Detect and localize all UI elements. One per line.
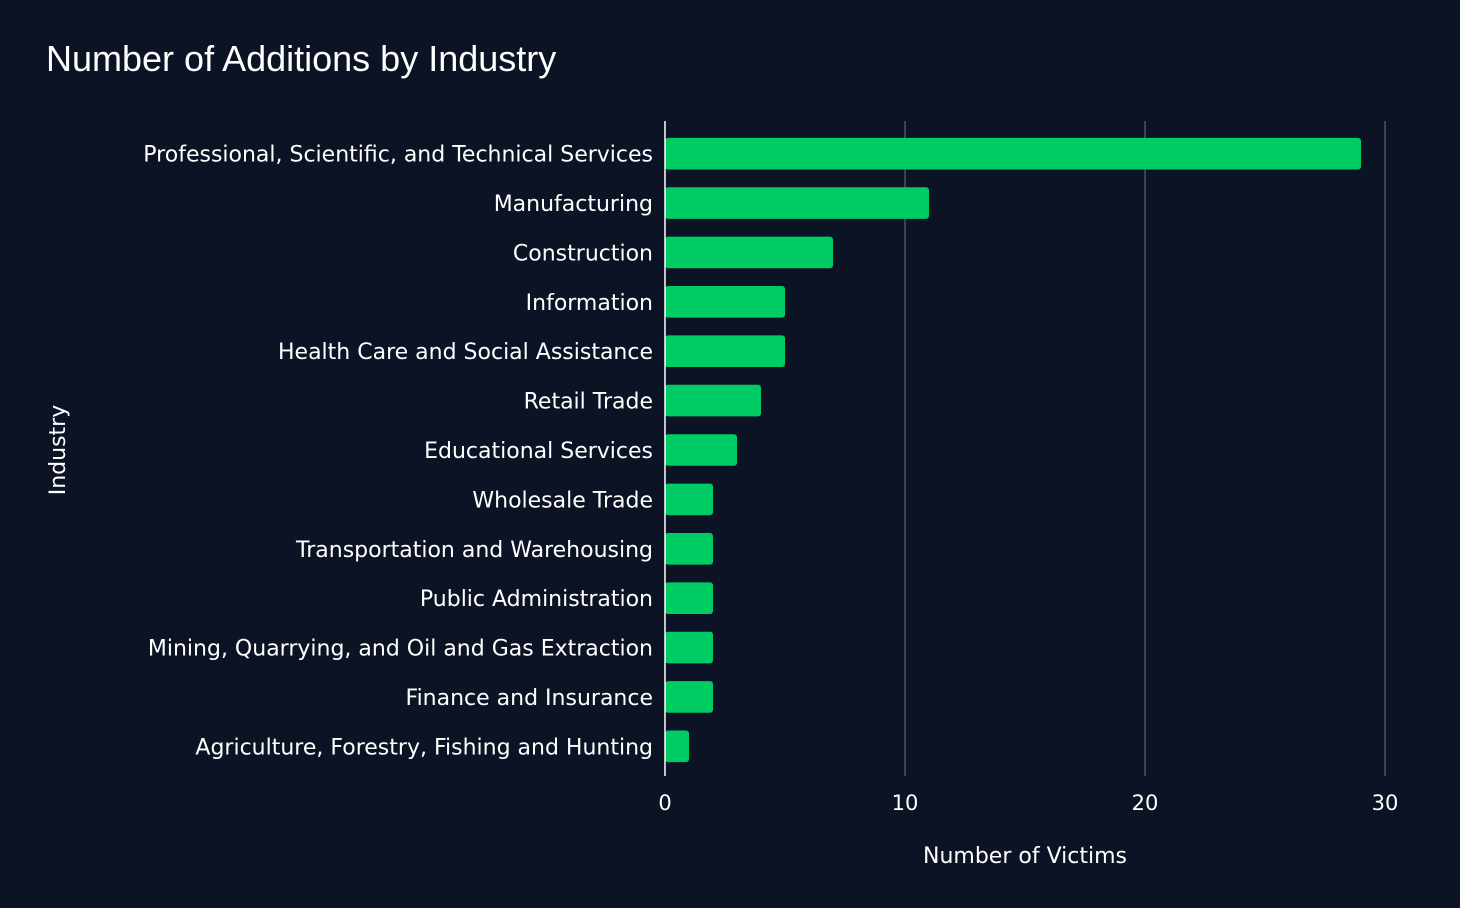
bar [665, 137, 1361, 170]
bar [665, 730, 689, 763]
x-tick-label: 20 [1132, 791, 1159, 815]
gridlines [904, 121, 1386, 776]
category-label: Educational Services [424, 439, 653, 464]
bar [665, 434, 737, 466]
category-label: Manufacturing [494, 192, 653, 217]
bar [665, 681, 713, 713]
bar [665, 532, 713, 565]
chart-title: Number of Additions by Industry [46, 38, 557, 79]
bar [665, 286, 785, 318]
category-labels: Professional, Scientific, and Technical … [143, 143, 653, 761]
category-label: Finance and Insurance [406, 686, 653, 711]
category-label: Agriculture, Forestry, Fishing and Hunti… [195, 735, 653, 760]
x-axis-title: Number of Victims [923, 844, 1127, 869]
category-label: Transportation and Warehousing [295, 538, 653, 563]
category-label: Professional, Scientific, and Technical … [143, 143, 653, 168]
bar [665, 582, 713, 614]
bar [665, 483, 713, 516]
x-tick-label: 30 [1372, 791, 1399, 815]
bar [665, 236, 833, 269]
bar [665, 187, 929, 219]
bar [665, 631, 713, 664]
category-label: Construction [513, 241, 653, 266]
x-tick-label: 0 [658, 791, 671, 815]
y-axis-title: Industry [46, 405, 71, 496]
category-label: Information [526, 291, 653, 316]
category-label: Mining, Quarrying, and Oil and Gas Extra… [148, 637, 653, 662]
category-label: Public Administration [420, 587, 653, 612]
category-label: Wholesale Trade [472, 488, 653, 513]
bar [665, 384, 761, 417]
bar [665, 335, 785, 368]
bars [665, 137, 1361, 763]
category-label: Retail Trade [524, 390, 653, 415]
x-tick-labels: 0 10 20 30 [658, 791, 1398, 815]
x-tick-label: 10 [892, 791, 919, 815]
category-label: Health Care and Social Assistance [278, 340, 653, 365]
